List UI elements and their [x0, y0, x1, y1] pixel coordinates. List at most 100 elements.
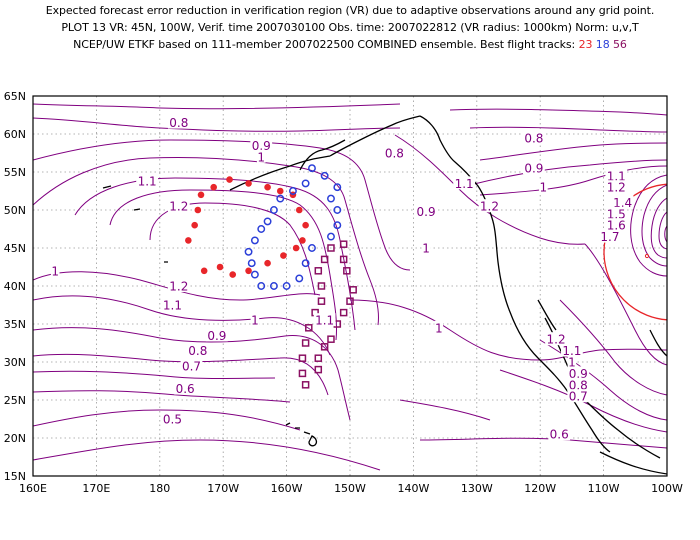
contour-label-bg	[167, 199, 190, 213]
contour-label: 0.9	[417, 205, 436, 219]
track-18-marker	[247, 259, 256, 268]
track-18-marker	[301, 179, 310, 188]
contour-label: 1.1	[562, 344, 581, 358]
contour-label: 0.8	[524, 131, 543, 145]
contour-label-bg	[383, 146, 406, 159]
lon-label-110w: 110W	[588, 482, 620, 495]
contour-label-bg	[180, 358, 203, 372]
contour-label-bg	[611, 195, 634, 209]
track-23-marker	[280, 252, 287, 259]
lat-label-30n: 30N	[4, 356, 26, 369]
lon-label-170w: 170W	[207, 482, 239, 495]
track-18-marker	[269, 282, 278, 290]
contour-label-bg	[250, 313, 260, 327]
lon-label-120w: 120W	[524, 482, 556, 495]
contour-label: 1.2	[169, 200, 188, 214]
track-56-marker	[305, 324, 313, 332]
contour-label: 1.4	[613, 196, 632, 210]
lat-label-50n: 50N	[4, 204, 26, 217]
coastlines	[102, 115, 667, 475]
contour-label: 0.9	[569, 367, 588, 381]
contour-label: 1	[257, 150, 265, 164]
lon-label-170e: 170E	[82, 482, 110, 495]
contour-label: 0.6	[550, 428, 569, 442]
lat-label-45n: 45N	[4, 242, 26, 255]
lat-label-60n: 60N	[4, 128, 26, 141]
track-23-marker	[200, 267, 208, 275]
contour-label: 0.8	[188, 344, 207, 358]
track-18-marker	[333, 206, 342, 214]
contour-label: 1.2	[547, 333, 566, 347]
contour-label-bg	[50, 263, 60, 277]
contour-label-bg	[567, 389, 590, 403]
vr-center-marker	[644, 253, 650, 259]
track-56-label: 56	[613, 38, 627, 51]
contour-label-bg	[167, 115, 190, 129]
contour-label-bg	[186, 343, 209, 357]
contour-label: 0.7	[569, 390, 588, 404]
track-23-marker	[229, 271, 237, 278]
lat-label-35n: 35N	[4, 318, 26, 331]
contour-label: 1.1	[455, 177, 474, 191]
contour-label: 1.1	[315, 314, 334, 328]
contour-label-bg	[453, 176, 476, 190]
contour-label-bg	[605, 180, 628, 194]
track-23-marker	[194, 206, 202, 214]
contour-label-bg	[561, 343, 583, 357]
track-23-marker	[185, 237, 192, 244]
lat-label-55n: 55N	[4, 166, 26, 179]
contour-label-bg	[548, 427, 571, 441]
track-56-marker	[343, 267, 351, 275]
track-18-label: 18	[595, 38, 610, 51]
lon-label-100w: 100W	[651, 482, 683, 495]
track-56-marker	[298, 369, 307, 378]
track-18-marker	[276, 194, 285, 203]
track-18-marker	[288, 187, 297, 195]
contour-label: 1.2	[169, 280, 188, 294]
track-23-marker	[226, 176, 233, 183]
verification-region-center	[644, 253, 650, 259]
track-18-marker	[295, 274, 304, 283]
track-18-marker	[257, 225, 266, 233]
contour-label-bg	[605, 168, 628, 182]
track-56-marker	[320, 343, 329, 351]
track-18-marker	[320, 171, 329, 180]
track-18-marker	[244, 247, 253, 256]
contour-label: 0.7	[182, 359, 201, 373]
contour-label-bg	[545, 332, 567, 346]
track-18-marker	[263, 217, 272, 226]
track-18-marker	[269, 206, 278, 214]
track-56-marker	[301, 381, 310, 389]
contour-label: 0.8	[569, 378, 588, 392]
header-line-2: PLOT 13 VR: 45N, 100W, Verif. time 20070…	[61, 21, 639, 34]
lat-label-15n: 15N	[4, 470, 26, 483]
contour-label: 1.2	[607, 181, 626, 195]
header-line-3: NCEP/UW ETKF based on 111-member 2007022…	[0, 38, 700, 51]
contour-label-bg	[256, 149, 266, 163]
track-56-marker	[327, 335, 335, 343]
track-56-marker	[301, 339, 310, 347]
track-23-marker	[295, 206, 303, 214]
track-18-marker	[327, 194, 335, 203]
track-23-marker	[264, 259, 271, 267]
track-56-marker	[346, 297, 354, 305]
lon-label-140w: 140W	[397, 482, 429, 495]
contour-label-bg	[161, 298, 184, 311]
lat-label-65n: 65N	[4, 90, 26, 103]
lat-label-25n: 25N	[4, 394, 26, 407]
contour-label-bg	[599, 229, 621, 243]
contour-label-bg	[205, 328, 228, 342]
track-23-marker	[216, 263, 224, 271]
contour-label: 1	[540, 181, 548, 195]
lon-label-180: 180	[149, 482, 170, 495]
contour-label-bg	[250, 138, 273, 152]
plot-frame	[32, 95, 668, 477]
contour-label: 0.9	[252, 139, 271, 153]
contour-label: 1.6	[607, 219, 626, 233]
track-23-marker	[264, 183, 271, 191]
track-23-marker	[292, 244, 300, 252]
track-18-marker	[308, 244, 316, 252]
contour-label: 1.2	[480, 200, 499, 214]
contour-label-bg	[567, 377, 590, 391]
contour-label-bg	[539, 180, 548, 194]
